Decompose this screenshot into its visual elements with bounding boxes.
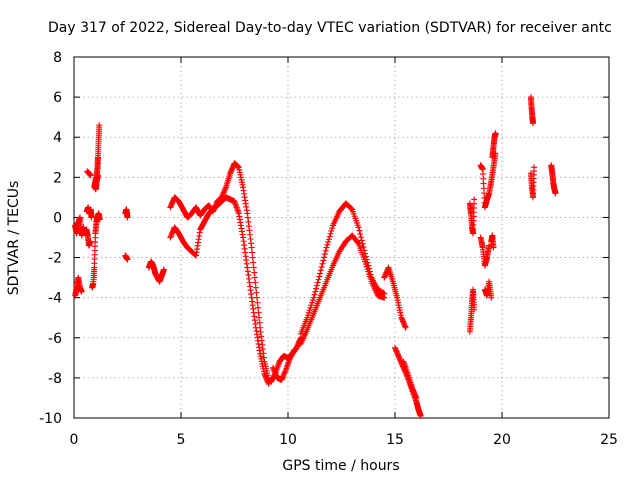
data-point-plus — [490, 244, 497, 251]
data-point-plus — [251, 269, 258, 276]
data-point-plus — [314, 279, 321, 286]
data-point-plus — [124, 256, 131, 263]
x-tick-label: 15 — [386, 432, 404, 448]
data-point-plus — [255, 304, 262, 311]
data-point-plus — [357, 230, 364, 237]
data-point-plus — [325, 239, 332, 246]
data-point-plus — [356, 227, 363, 234]
data-point-plus — [348, 205, 355, 212]
data-points — [72, 94, 559, 419]
data-point-plus — [358, 234, 365, 241]
data-point-plus — [252, 284, 259, 291]
data-point-plus — [249, 249, 256, 256]
data-point-plus — [253, 294, 260, 301]
y-tick-label: -2 — [48, 251, 62, 267]
data-point-plus — [329, 225, 336, 232]
data-point-plus — [124, 214, 131, 221]
grid-lines — [74, 57, 609, 418]
y-tick-label: 8 — [53, 50, 62, 66]
x-tick-label: 10 — [279, 432, 297, 448]
x-tick-label: 5 — [177, 432, 186, 448]
data-point-plus — [530, 120, 537, 127]
data-point-plus — [322, 247, 329, 254]
data-point-plus — [96, 216, 103, 223]
data-point-plus — [291, 346, 298, 353]
data-point-plus — [402, 324, 409, 331]
data-point-plus — [471, 196, 478, 203]
data-point-plus — [249, 254, 256, 261]
y-tick-label: 6 — [53, 90, 62, 106]
data-point-plus — [319, 260, 326, 267]
data-point-plus — [417, 412, 424, 419]
data-point-plus — [321, 251, 328, 258]
plot-frame — [73, 56, 610, 419]
data-point-plus — [492, 130, 499, 137]
data-point-plus — [413, 394, 420, 401]
data-point-plus — [253, 289, 260, 296]
data-point-plus — [317, 267, 324, 274]
y-tick-label: 4 — [53, 130, 62, 146]
data-point-plus — [312, 288, 319, 295]
chart-title: Day 317 of 2022, Sidereal Day-to-day VTE… — [48, 20, 612, 36]
y-tick-label: -10 — [39, 411, 62, 427]
data-point-plus — [311, 291, 318, 298]
data-point-plus — [360, 244, 367, 251]
y-tick-label: -4 — [48, 291, 62, 307]
data-point-plus — [316, 273, 323, 280]
y-tick-label: 2 — [53, 170, 62, 186]
y-tick-label: 0 — [53, 210, 62, 226]
data-point-plus — [354, 239, 361, 246]
data-point-plus — [381, 294, 388, 301]
data-point-plus — [321, 254, 328, 261]
data-point-plus — [488, 294, 495, 301]
data-point-plus — [358, 237, 365, 244]
data-point-plus — [325, 236, 332, 243]
data-point-plus — [552, 190, 559, 197]
data-point-plus — [326, 233, 333, 240]
data-point-plus — [317, 270, 324, 277]
data-point-plus — [310, 294, 317, 301]
x-tick-label: 25 — [600, 432, 618, 448]
x-tick-label: 0 — [70, 432, 79, 448]
data-point-plus — [254, 299, 261, 306]
data-point-plus — [320, 257, 327, 264]
y-tick-labels: -10 -8 -6 -4 -2 0 2 4 6 8 — [39, 50, 62, 427]
x-tick-labels: 0 5 10 15 20 25 — [70, 432, 618, 448]
data-point-plus — [94, 172, 101, 179]
data-point-plus — [355, 224, 362, 231]
data-point-plus — [252, 279, 259, 286]
data-point-plus — [250, 264, 257, 271]
data-point-plus — [328, 227, 335, 234]
data-point-plus — [88, 214, 95, 221]
data-point-plus — [256, 319, 263, 326]
data-point-plus — [318, 264, 325, 271]
data-point-plus — [324, 241, 331, 248]
y-axis-label: SDTVAR / TECUs — [6, 181, 22, 296]
data-point-plus — [327, 230, 334, 237]
data-point-plus — [251, 274, 258, 281]
x-axis-label: GPS time / hours — [282, 458, 399, 474]
data-point-plus — [250, 259, 257, 266]
data-point-plus — [471, 306, 478, 313]
data-point-plus — [78, 288, 85, 295]
data-point-plus — [313, 282, 320, 289]
x-tick-label: 20 — [493, 432, 511, 448]
axis-ticks — [73, 56, 610, 419]
y-tick-label: -8 — [48, 371, 62, 387]
data-point-plus — [323, 244, 330, 251]
data-point-plus — [313, 285, 320, 292]
data-point-plus — [531, 164, 538, 171]
data-point-plus — [160, 266, 167, 273]
data-point-plus — [96, 122, 103, 129]
data-point-plus — [315, 276, 322, 283]
data-point-plus — [248, 244, 255, 251]
data-point-plus — [256, 314, 263, 321]
data-point-plus — [87, 172, 94, 179]
y-tick-label: -6 — [48, 331, 62, 347]
